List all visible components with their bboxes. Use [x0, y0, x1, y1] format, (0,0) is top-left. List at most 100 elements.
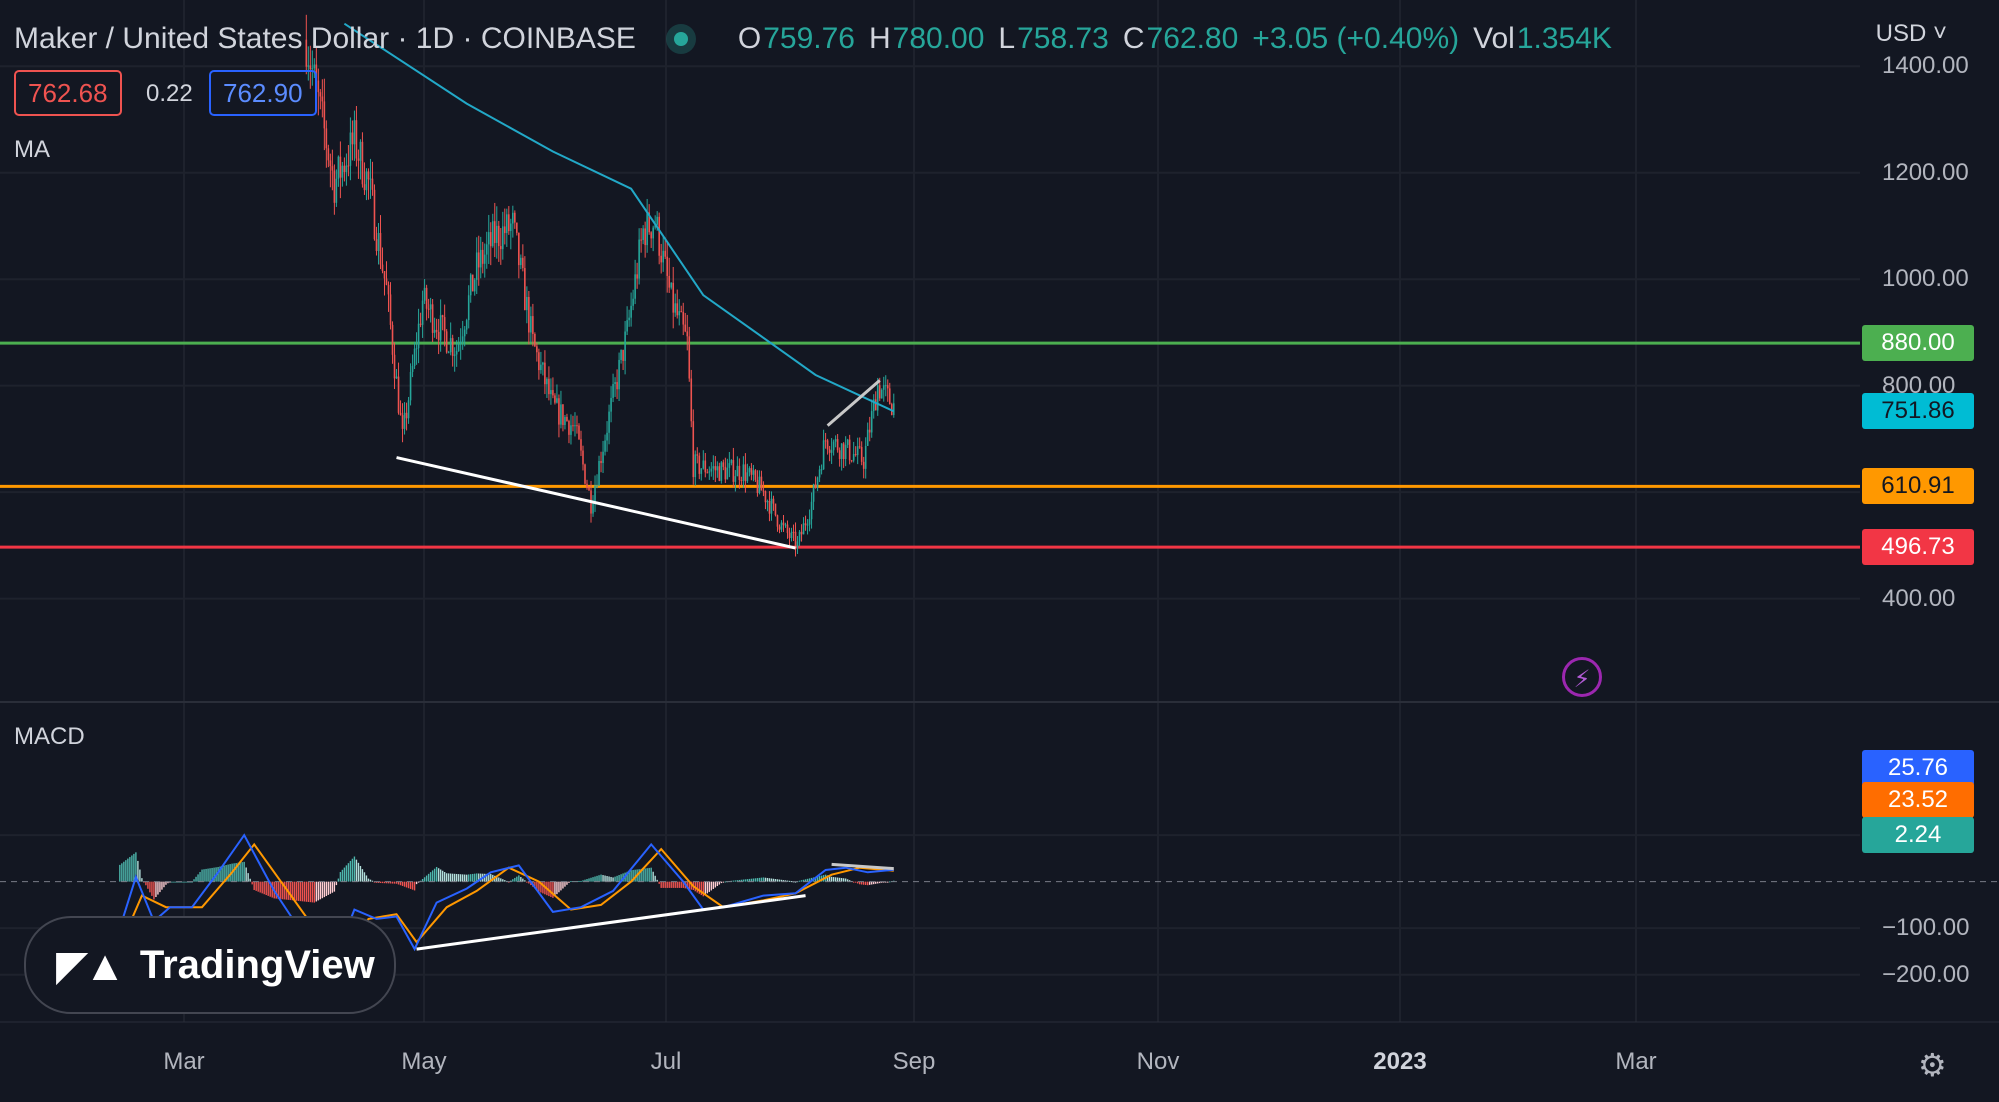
histogram-bar — [690, 881, 692, 890]
candle-body — [475, 252, 478, 280]
candle-body — [457, 343, 460, 351]
histogram-bar — [339, 872, 342, 882]
candle-body — [479, 249, 482, 268]
histogram-bar — [740, 879, 743, 882]
histogram-bar — [548, 881, 550, 897]
sell-price-button[interactable]: 762.68 — [14, 70, 122, 116]
histogram-bar — [756, 878, 759, 882]
histogram-bar — [451, 873, 454, 882]
histogram-bar — [554, 881, 556, 897]
candle-body — [512, 212, 514, 224]
histogram-bar — [413, 881, 416, 891]
signal-value-tag: 23.52 — [1862, 782, 1974, 818]
macd-indicator-label[interactable]: MACD — [14, 723, 85, 750]
histogram-bar — [229, 864, 231, 882]
candle-body — [516, 222, 518, 233]
candle-body — [820, 469, 823, 471]
buy-price-button[interactable]: 762.90 — [209, 70, 317, 116]
candle-body — [652, 227, 654, 239]
histogram-bar — [363, 872, 366, 882]
ma-indicator-label[interactable]: MA — [14, 136, 50, 163]
histogram-bar — [480, 873, 482, 882]
histogram-bar — [714, 881, 717, 888]
histogram-bar — [748, 878, 751, 882]
histogram-bar — [343, 867, 346, 882]
candle-body — [870, 411, 873, 433]
histogram-bar — [151, 881, 153, 896]
candle-body — [784, 524, 787, 526]
candle-body — [792, 531, 795, 533]
histogram-bar — [720, 881, 723, 884]
histogram-bar — [887, 881, 889, 883]
gear-icon[interactable]: ⚙ — [1918, 1047, 1947, 1083]
histogram-bar — [345, 865, 348, 882]
histogram-bar — [588, 878, 590, 882]
histogram-bar — [500, 878, 502, 882]
histogram-bar — [802, 879, 805, 882]
candles — [305, 14, 895, 557]
histogram-bar — [854, 881, 857, 883]
histogram-bar — [618, 875, 620, 882]
currency-select[interactable]: USD ˅ — [1876, 20, 1947, 48]
histogram-bar — [832, 877, 835, 882]
histogram-bar — [604, 875, 606, 882]
candle-body — [437, 331, 440, 341]
candle-body — [485, 244, 488, 255]
lightning-icon[interactable]: ⚡ — [1562, 657, 1602, 697]
candle-body — [778, 526, 781, 530]
histogram-bar — [871, 881, 873, 885]
histogram-bar — [875, 881, 877, 884]
histogram-bar — [183, 881, 185, 883]
histogram-bar — [219, 866, 221, 882]
histogram-bar — [311, 881, 314, 903]
candle-body — [638, 239, 640, 279]
histogram-bar — [199, 871, 201, 882]
histogram-bar — [119, 864, 121, 882]
histogram-bar — [275, 881, 277, 899]
candle-body — [602, 451, 604, 464]
candle-body — [706, 472, 709, 474]
histogram-bar — [145, 881, 147, 886]
candle-body — [634, 274, 636, 299]
histogram-bar — [379, 881, 382, 884]
candle-body — [592, 503, 594, 514]
candle-body — [530, 316, 532, 333]
histogram-bar — [205, 868, 207, 882]
change-value: +3.05 (+0.40%) — [1252, 22, 1460, 55]
histogram-bar — [860, 881, 863, 885]
candle-body — [389, 294, 392, 325]
histogram-bar — [788, 880, 791, 882]
candle-body — [714, 466, 717, 471]
candle-body — [756, 479, 759, 493]
histogram-bar — [754, 878, 757, 882]
histogram-bar — [447, 873, 450, 882]
histogram-bar — [526, 881, 528, 883]
histogram-bar — [881, 881, 883, 883]
histogram-bar — [682, 881, 684, 888]
histogram-bar — [241, 862, 243, 882]
candle-body — [732, 460, 735, 482]
histogram-bar — [135, 852, 137, 882]
candle-body — [814, 484, 817, 488]
candle-body — [317, 80, 320, 93]
histogram-bar — [848, 880, 851, 882]
histogram-bar — [658, 881, 660, 884]
histogram-bar — [329, 881, 332, 894]
histogram-bar — [381, 881, 384, 884]
candle-body — [856, 446, 859, 456]
histogram-bar — [127, 858, 129, 882]
candle-body — [536, 346, 538, 353]
histogram-bar — [313, 881, 316, 903]
histogram-bar — [516, 876, 518, 882]
histogram-bar — [744, 879, 747, 882]
candle-body — [726, 467, 729, 480]
histogram-bar — [474, 873, 476, 882]
histogram-bar — [732, 880, 735, 882]
symbol-title[interactable]: Maker / United States Dollar · 1D · COIN… — [14, 22, 636, 55]
histogram-bar — [678, 881, 680, 888]
histogram-bar — [243, 861, 245, 882]
histogram-bar — [670, 881, 672, 888]
candle-body — [596, 485, 598, 487]
histogram-bar — [427, 873, 430, 882]
